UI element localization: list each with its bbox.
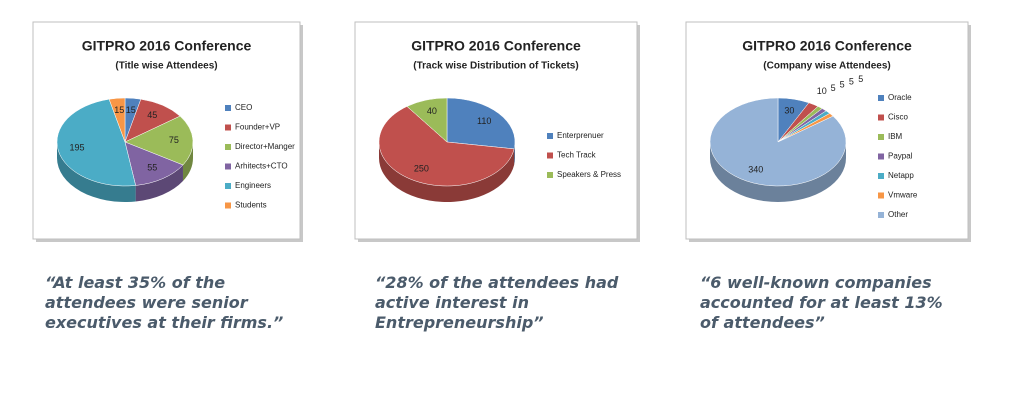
data-label: 40	[427, 106, 437, 116]
legend-swatch	[878, 134, 884, 140]
pie-slice	[108, 97, 126, 143]
legend-swatch	[225, 183, 231, 189]
pie-slice	[406, 97, 448, 143]
legend-swatch	[225, 202, 231, 209]
caption: “6 well-known companies accounted for at…	[700, 273, 943, 332]
legend-swatch	[225, 105, 231, 111]
chart-subtitle: (Title wise Attendees)	[115, 61, 217, 72]
legend-label: Cisco	[888, 113, 909, 122]
legend-label: Netapp	[888, 171, 914, 180]
legend-swatch	[547, 133, 553, 139]
pie-slice	[378, 106, 515, 187]
legend-label: Students	[235, 201, 267, 210]
data-label: 15	[126, 105, 136, 115]
chart-subtitle: (Company wise Attendees)	[763, 61, 890, 72]
legend-swatch	[547, 152, 553, 159]
legend-label: IBM	[888, 132, 903, 141]
legend-swatch	[878, 114, 884, 121]
data-label: 250	[414, 163, 429, 173]
legend-label: Engineers	[235, 181, 271, 190]
legend-swatch	[878, 95, 884, 101]
slice-side	[57, 142, 136, 202]
data-label: 5	[858, 74, 863, 84]
legend-swatch	[878, 173, 884, 179]
legend-swatch	[878, 212, 884, 218]
data-label: 75	[169, 135, 179, 145]
legend-label: Tech Track	[557, 151, 597, 160]
data-label: 45	[147, 110, 157, 120]
caption: “At least 35% of the attendees were seni…	[45, 273, 284, 332]
chart-title: GITPRO 2016 Conference	[82, 38, 252, 54]
legend-swatch	[225, 124, 231, 131]
legend-label: Other	[888, 210, 908, 219]
data-label: 5	[831, 83, 836, 93]
legend-label: Director+Manger	[235, 142, 295, 151]
data-label: 195	[69, 143, 84, 153]
data-label: 55	[147, 163, 157, 173]
pie-slice	[124, 141, 184, 186]
data-label: 10	[817, 86, 827, 96]
legend-label: Founder+VP	[235, 123, 280, 132]
slice-side	[182, 142, 193, 181]
slice-side	[514, 142, 515, 165]
legend-swatch	[878, 192, 884, 199]
legend-label: Vmware	[888, 191, 918, 200]
data-label: 5	[840, 79, 845, 89]
caption: “28% of the attendees had active interes…	[375, 273, 619, 332]
data-label: 5	[849, 76, 854, 86]
chart-subtitle: (Track wise Distribution of Tickets)	[413, 61, 578, 72]
pie-slice	[124, 115, 194, 166]
legend-label: Paypal	[888, 152, 913, 161]
data-label: 30	[784, 106, 794, 116]
slice-side	[135, 164, 183, 202]
legend-swatch	[878, 153, 884, 160]
legend-label: CEO	[235, 103, 252, 112]
data-label: 110	[477, 116, 491, 126]
legend-swatch	[547, 172, 553, 178]
legend-swatch	[225, 163, 231, 170]
pie-slice	[56, 98, 136, 187]
slice-side	[710, 142, 846, 202]
data-label: 15	[114, 105, 124, 115]
legend-label: Enterprenuer	[557, 131, 604, 140]
pie-slice	[709, 97, 847, 187]
legend-label: Oracle	[888, 93, 912, 102]
legend-label: Speakers & Press	[557, 170, 621, 179]
pie-slice	[446, 97, 516, 150]
legend-swatch	[225, 144, 231, 150]
slice-side	[379, 142, 515, 202]
chart-title: GITPRO 2016 Conference	[411, 38, 581, 54]
data-label: 340	[748, 165, 763, 175]
chart-title: GITPRO 2016 Conference	[742, 38, 912, 54]
legend-label: Arhitects+CTO	[235, 162, 288, 171]
